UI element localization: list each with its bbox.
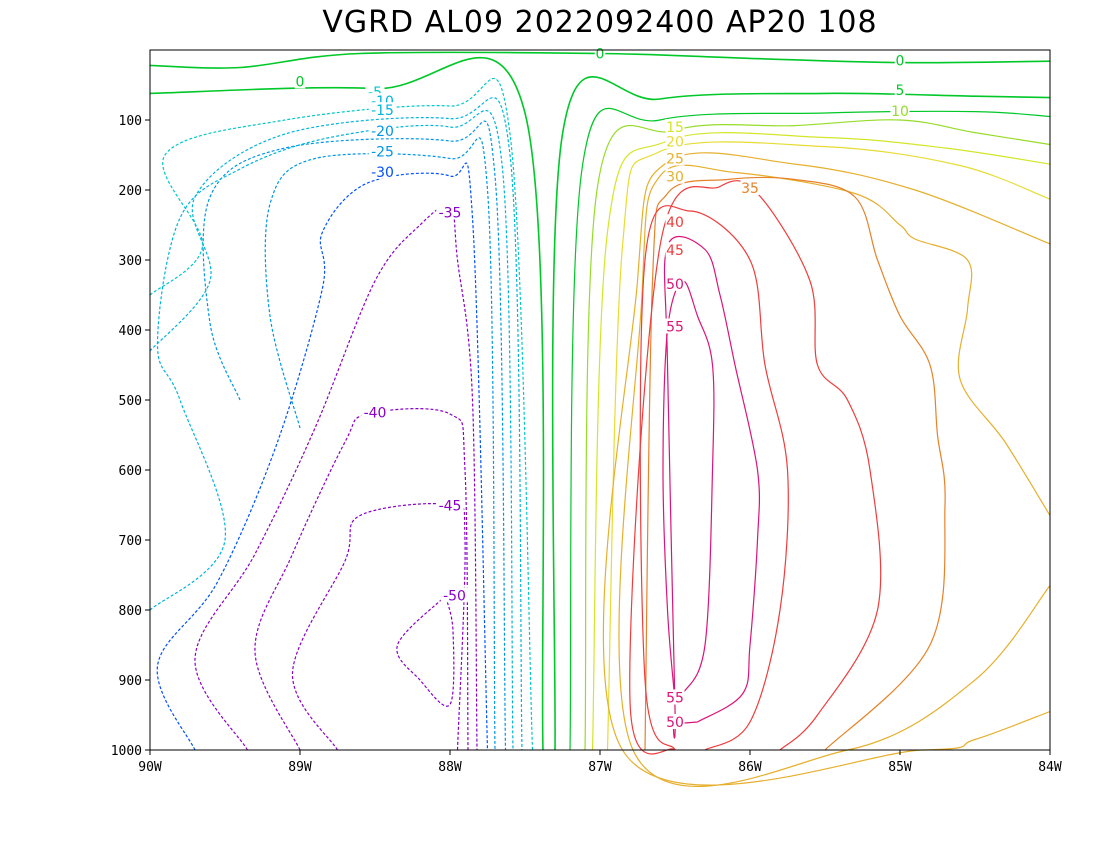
contour-line-55 [662,280,715,702]
contour-line-neg10 [149,97,523,751]
y-tick-label: 400 [119,324,142,339]
x-tick-label: 86W [738,760,762,775]
contour-line-neg45 [291,503,466,751]
contour-label-bg [894,52,906,68]
contour-label: 50 [666,277,684,293]
contour-line-neg25 [264,137,496,751]
contour-label-bg [665,689,685,705]
contour-line-40 [629,180,882,755]
contour-label-bg [368,143,397,159]
x-tick-label: 90W [138,760,162,775]
contour-label: -50 [443,588,466,604]
contour-label: 40 [666,215,684,231]
contour-label: 55 [666,320,684,336]
contour-label: 0 [596,47,605,63]
contour-label-bg [294,73,306,89]
plot-frame [149,49,1051,751]
contour-lines [149,51,1051,788]
contour-line-neg15 [149,110,514,751]
contour-label: -25 [371,145,394,161]
contour-label-bg [665,119,685,134]
x-tick-label: 87W [588,760,612,775]
contour-label: 5 [896,83,905,99]
contour-label-bg [436,497,464,513]
contour-label-bg [361,404,389,420]
y-tick-label: 500 [119,394,142,409]
x-tick-label: 84W [1038,760,1062,775]
contour-label: 55 [666,691,684,707]
contour-label: -30 [371,165,394,181]
x-tick-label: 89W [288,760,312,775]
contour-label: -40 [364,406,387,422]
contour-line-neg35 [194,205,478,751]
contour-label-bg [740,179,760,195]
contour-label-bg [594,45,606,61]
y-tick-label: 200 [119,184,142,199]
y-tick-label: 900 [119,674,142,689]
contour-line-5 [569,107,1051,751]
contour-labels: 000510-5-10-15-20-25-30-35-40-45-5015202… [294,45,910,731]
x-axis: 90W 89W 88W 87W 86W 85W 84W [138,750,1062,775]
x-tick-label: 85W [888,760,912,775]
contour-line-neg30 [156,162,489,751]
contour-line-neg50 [396,595,455,707]
contour-label-bg [440,587,469,603]
contour-label-bg [368,163,397,179]
contour-label-bg [436,204,464,220]
contour-label-bg [894,81,906,97]
contour-line-50 [663,235,761,739]
contour-label: 0 [896,54,905,70]
contour-label: 20 [666,135,684,151]
contour-line-45 [639,205,789,751]
contour-label-bg [665,150,685,166]
contour-line-35 [644,176,946,751]
contour-line-20 [606,141,1051,751]
contour-label-bg [665,714,685,729]
contour-label: 15 [666,120,684,136]
contour-label: 0 [296,75,305,91]
contour-line-0 [149,57,545,751]
contour-label: -20 [371,124,394,140]
contour-line-30 [618,164,1051,788]
y-tick-label: 300 [119,254,142,269]
y-axis: 100 200 300 400 500 600 700 800 900 1000 [111,114,150,759]
contour-line-neg40 [254,408,469,751]
y-tick-label: 700 [119,534,142,549]
chart-title: VGRD AL09 2022092400 AP20 108 [322,5,877,40]
y-tick-label: 800 [119,604,142,619]
x-tick-label: 88W [438,760,462,775]
contour-label: 30 [666,170,684,186]
contour-label-bg [665,318,685,334]
contour-label-bg [665,242,685,258]
contour-label-bg [368,102,397,118]
contour-label-bg [665,214,685,230]
contour-label: 25 [666,152,684,168]
contour-line-0 [551,76,1051,751]
contour-line-25 [602,152,1051,786]
y-tick-label: 600 [119,464,142,479]
contour-label: -15 [371,103,394,119]
contour-line-neg5 [149,77,534,751]
contour-label: 35 [741,181,759,197]
contour-label: -45 [439,499,462,515]
y-tick-label: 100 [119,114,142,129]
contour-label: 45 [666,243,684,259]
contour-label-bg [665,133,685,149]
contour-line-15 [591,132,1051,751]
contour-label: -35 [439,205,462,221]
contour-label-bg [890,102,910,118]
contour-label-bg [665,168,685,184]
contour-line-10 [584,119,1051,751]
contour-label: 50 [666,715,684,731]
y-tick-label: 1000 [111,744,142,759]
contour-label: 10 [891,104,909,120]
contour-label-bg [665,275,685,291]
contour-label-bg [368,123,397,139]
